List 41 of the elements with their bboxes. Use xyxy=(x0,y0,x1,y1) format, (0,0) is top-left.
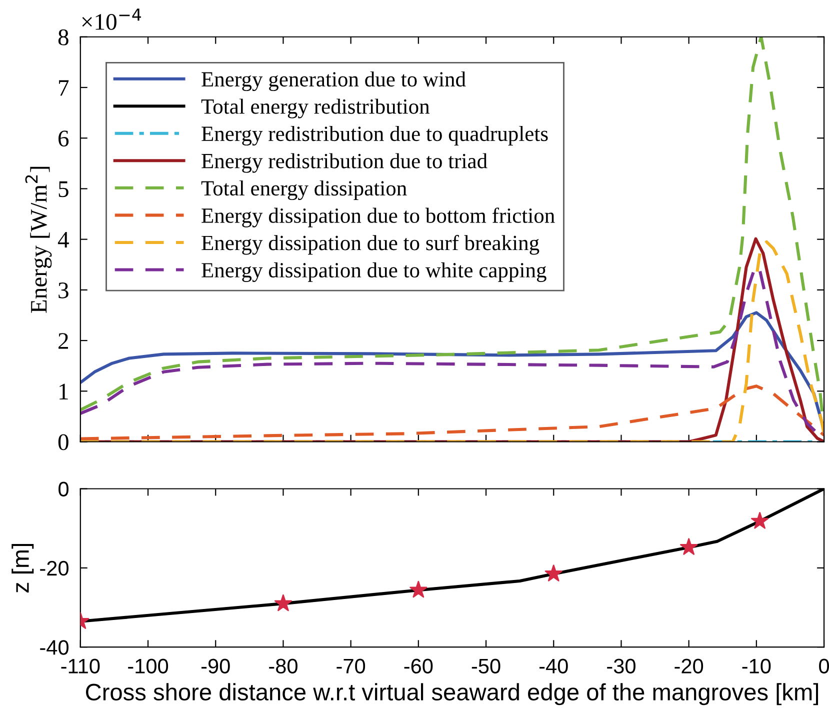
x-tick-label: -70 xyxy=(336,658,366,674)
y-tick-label: 4 xyxy=(58,232,69,248)
y-axis-title: Energy [W/m$^{2}$] xyxy=(25,166,52,313)
legend-label: Energy redistribution due to triad xyxy=(202,153,488,173)
legend-label: Energy dissipation due to bottom friction xyxy=(202,208,555,228)
y-tick-label: -40 xyxy=(40,640,68,655)
y-tick-label: 8 xyxy=(58,29,68,46)
legend-label: Energy redistribution due to quadruplets xyxy=(202,126,548,146)
point xyxy=(410,580,428,598)
y-tick-label: 6 xyxy=(58,130,69,147)
y-tick-label: 1 xyxy=(60,384,68,400)
y-tick-label: 0 xyxy=(58,482,68,496)
x-tick-label: -30 xyxy=(607,658,636,674)
x-axis-title: Cross shore distance w.r.t virtual seaward edge of the mangroves [km] xyxy=(86,683,818,706)
x-tick-label: -50 xyxy=(472,658,500,674)
x-tick-label: -40 xyxy=(539,658,568,674)
y-axis-title: z [m] xyxy=(12,544,34,593)
legend-label: Energy generation due to wind xyxy=(202,71,466,92)
legend-label: Energy dissipation due to surf breaking xyxy=(202,234,540,255)
legend-label: Total energy dissipation xyxy=(201,180,407,200)
point xyxy=(274,594,292,612)
x-tick-label: -10 xyxy=(742,658,771,674)
y-tick-label: 0 xyxy=(58,434,68,450)
point xyxy=(751,512,769,529)
legend-label: Energy dissipation due to white capping xyxy=(202,262,546,282)
point xyxy=(544,564,562,582)
point xyxy=(680,538,698,555)
x-tick-label: -60 xyxy=(404,658,433,674)
y-tick-label: 5 xyxy=(58,181,68,198)
text: ×10$^{−4}$ xyxy=(82,8,142,30)
x-tick-label: 0 xyxy=(819,658,829,674)
y-tick-label: 7 xyxy=(59,80,69,96)
x-tick-label: -20 xyxy=(674,658,704,674)
y-tick-label: 2 xyxy=(58,333,68,349)
legend-label: Total energy redistribution xyxy=(201,98,430,118)
x-tick-label: -100 xyxy=(128,658,168,674)
x-tick-label: -80 xyxy=(269,658,298,674)
x-tick-label: -110 xyxy=(61,658,100,674)
x-tick-label: -90 xyxy=(201,658,230,674)
y-tick-label: 3 xyxy=(58,282,68,298)
y-tick-label: -20 xyxy=(40,560,68,576)
